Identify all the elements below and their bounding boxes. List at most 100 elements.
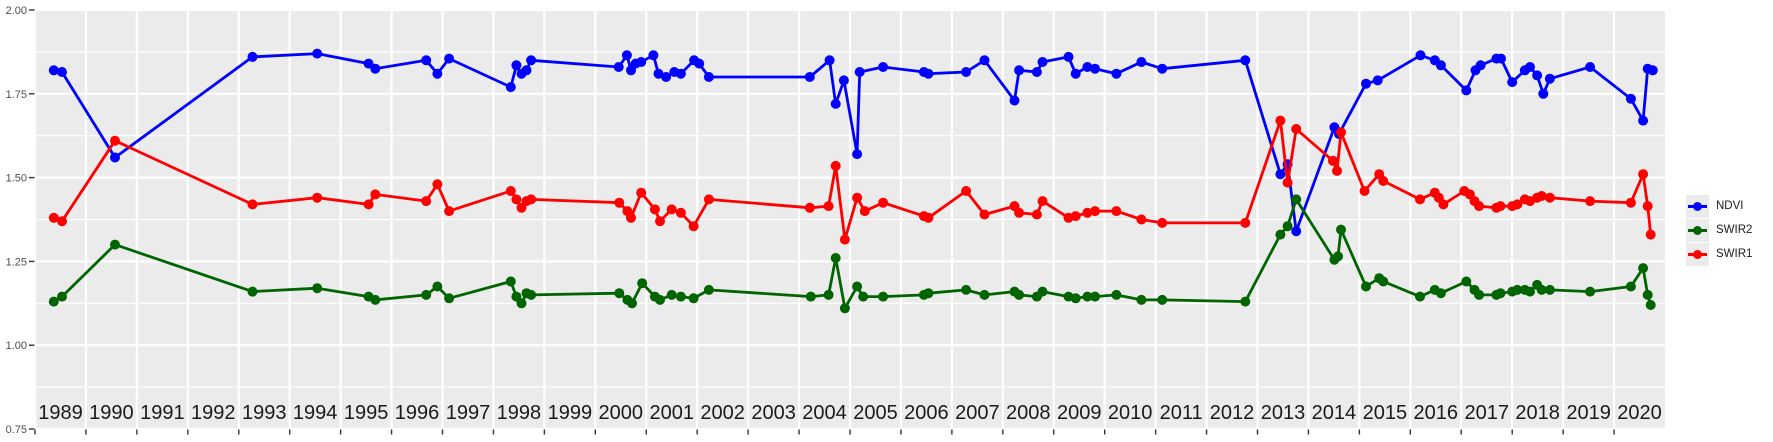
data-point: [1415, 50, 1426, 61]
data-point: [57, 216, 67, 227]
data-point: [1536, 191, 1547, 201]
data-point: [688, 293, 699, 304]
data-point: [1291, 226, 1302, 237]
x-tick-label: 1996: [395, 402, 440, 424]
data-point: [923, 288, 934, 299]
data-point: [703, 284, 714, 295]
data-point: [48, 212, 59, 223]
y-tick-label: 1.50: [6, 173, 27, 185]
legend-label-swir2: SWIR2: [1716, 224, 1753, 236]
x-tick-label: 2013: [1261, 402, 1306, 424]
data-point: [444, 206, 455, 217]
data-point: [1378, 176, 1389, 186]
data-point: [421, 55, 432, 66]
data-point: [1536, 284, 1547, 295]
data-point: [1282, 177, 1293, 188]
data-point: [979, 209, 990, 220]
x-tick-label: 1993: [242, 402, 287, 424]
x-tick-label: 2007: [955, 402, 1000, 424]
data-point: [636, 187, 647, 198]
data-point: [878, 197, 889, 208]
y-tick-label: 1.00: [6, 340, 27, 352]
data-point: [1275, 169, 1286, 180]
data-point: [1638, 169, 1649, 180]
data-point: [961, 67, 972, 77]
data-point: [1070, 68, 1081, 79]
x-tick-label: 2017: [1464, 402, 1509, 424]
data-point: [1638, 115, 1649, 126]
data-point: [830, 253, 841, 263]
x-tick-label: 2001: [649, 402, 694, 424]
data-point: [636, 57, 647, 67]
x-tick-label: 1998: [497, 402, 542, 424]
x-tick-label: 2011: [1160, 402, 1203, 424]
x-tick-label: 2020: [1617, 402, 1662, 424]
data-point: [505, 82, 516, 93]
data-point: [661, 72, 672, 82]
data-point: [1544, 73, 1555, 84]
data-point: [57, 67, 67, 77]
x-tick-label: 2005: [853, 402, 898, 424]
y-axis-ticks: [29, 9, 35, 430]
legend: NDVI SWIR2 SWIR1: [1686, 194, 1752, 266]
x-tick-label: 2016: [1414, 402, 1459, 424]
data-point: [655, 294, 665, 305]
data-point: [247, 286, 258, 297]
data-point: [1063, 51, 1074, 62]
data-point: [627, 298, 637, 309]
data-point: [675, 207, 686, 218]
x-tick-label: 2018: [1515, 402, 1560, 424]
data-point: [1082, 207, 1093, 218]
data-point: [526, 289, 537, 300]
data-point: [804, 202, 815, 213]
data-point: [1645, 300, 1656, 310]
data-point: [979, 55, 990, 66]
data-point: [363, 199, 374, 210]
data-point: [110, 152, 120, 163]
x-tick-label: 1995: [344, 402, 389, 424]
data-point: [57, 291, 67, 302]
data-point: [653, 68, 664, 79]
data-point: [312, 192, 323, 203]
data-point: [1240, 217, 1251, 228]
y-axis-labels: 0.75 1.00 1.25 1.50 1.75 2.00: [6, 5, 27, 436]
legend-key-swir1-icon: [1686, 242, 1709, 266]
data-point: [1512, 284, 1523, 295]
data-point: [1461, 276, 1472, 287]
data-point: [1070, 211, 1081, 222]
data-point: [1532, 70, 1543, 81]
data-point: [48, 65, 59, 76]
data-point: [961, 284, 972, 295]
data-point: [839, 303, 850, 314]
data-point: [1111, 206, 1122, 217]
data-point: [675, 68, 686, 79]
data-point: [1415, 291, 1425, 302]
data-point: [703, 194, 714, 205]
data-point: [830, 160, 841, 171]
data-point: [823, 289, 834, 300]
data-point: [1037, 196, 1048, 207]
data-point: [1435, 288, 1446, 299]
data-point: [444, 53, 455, 64]
data-point: [688, 221, 699, 232]
data-point: [694, 58, 705, 69]
data-point: [1090, 291, 1100, 302]
data-point: [521, 65, 532, 76]
data-point: [1438, 199, 1449, 210]
data-point: [110, 135, 120, 146]
x-tick-label: 1989: [38, 402, 83, 424]
data-point: [1474, 289, 1485, 300]
data-point: [247, 199, 258, 210]
data-point: [1240, 296, 1251, 307]
data-point: [666, 289, 677, 300]
data-point: [312, 48, 323, 59]
data-point: [1645, 229, 1656, 240]
data-point: [1031, 67, 1042, 77]
data-point: [1544, 284, 1555, 295]
data-point: [421, 289, 432, 300]
data-point: [432, 179, 443, 190]
x-axis-ticks: [34, 429, 1615, 435]
data-point: [1327, 155, 1338, 166]
data-point: [823, 201, 834, 212]
data-point: [923, 212, 934, 223]
